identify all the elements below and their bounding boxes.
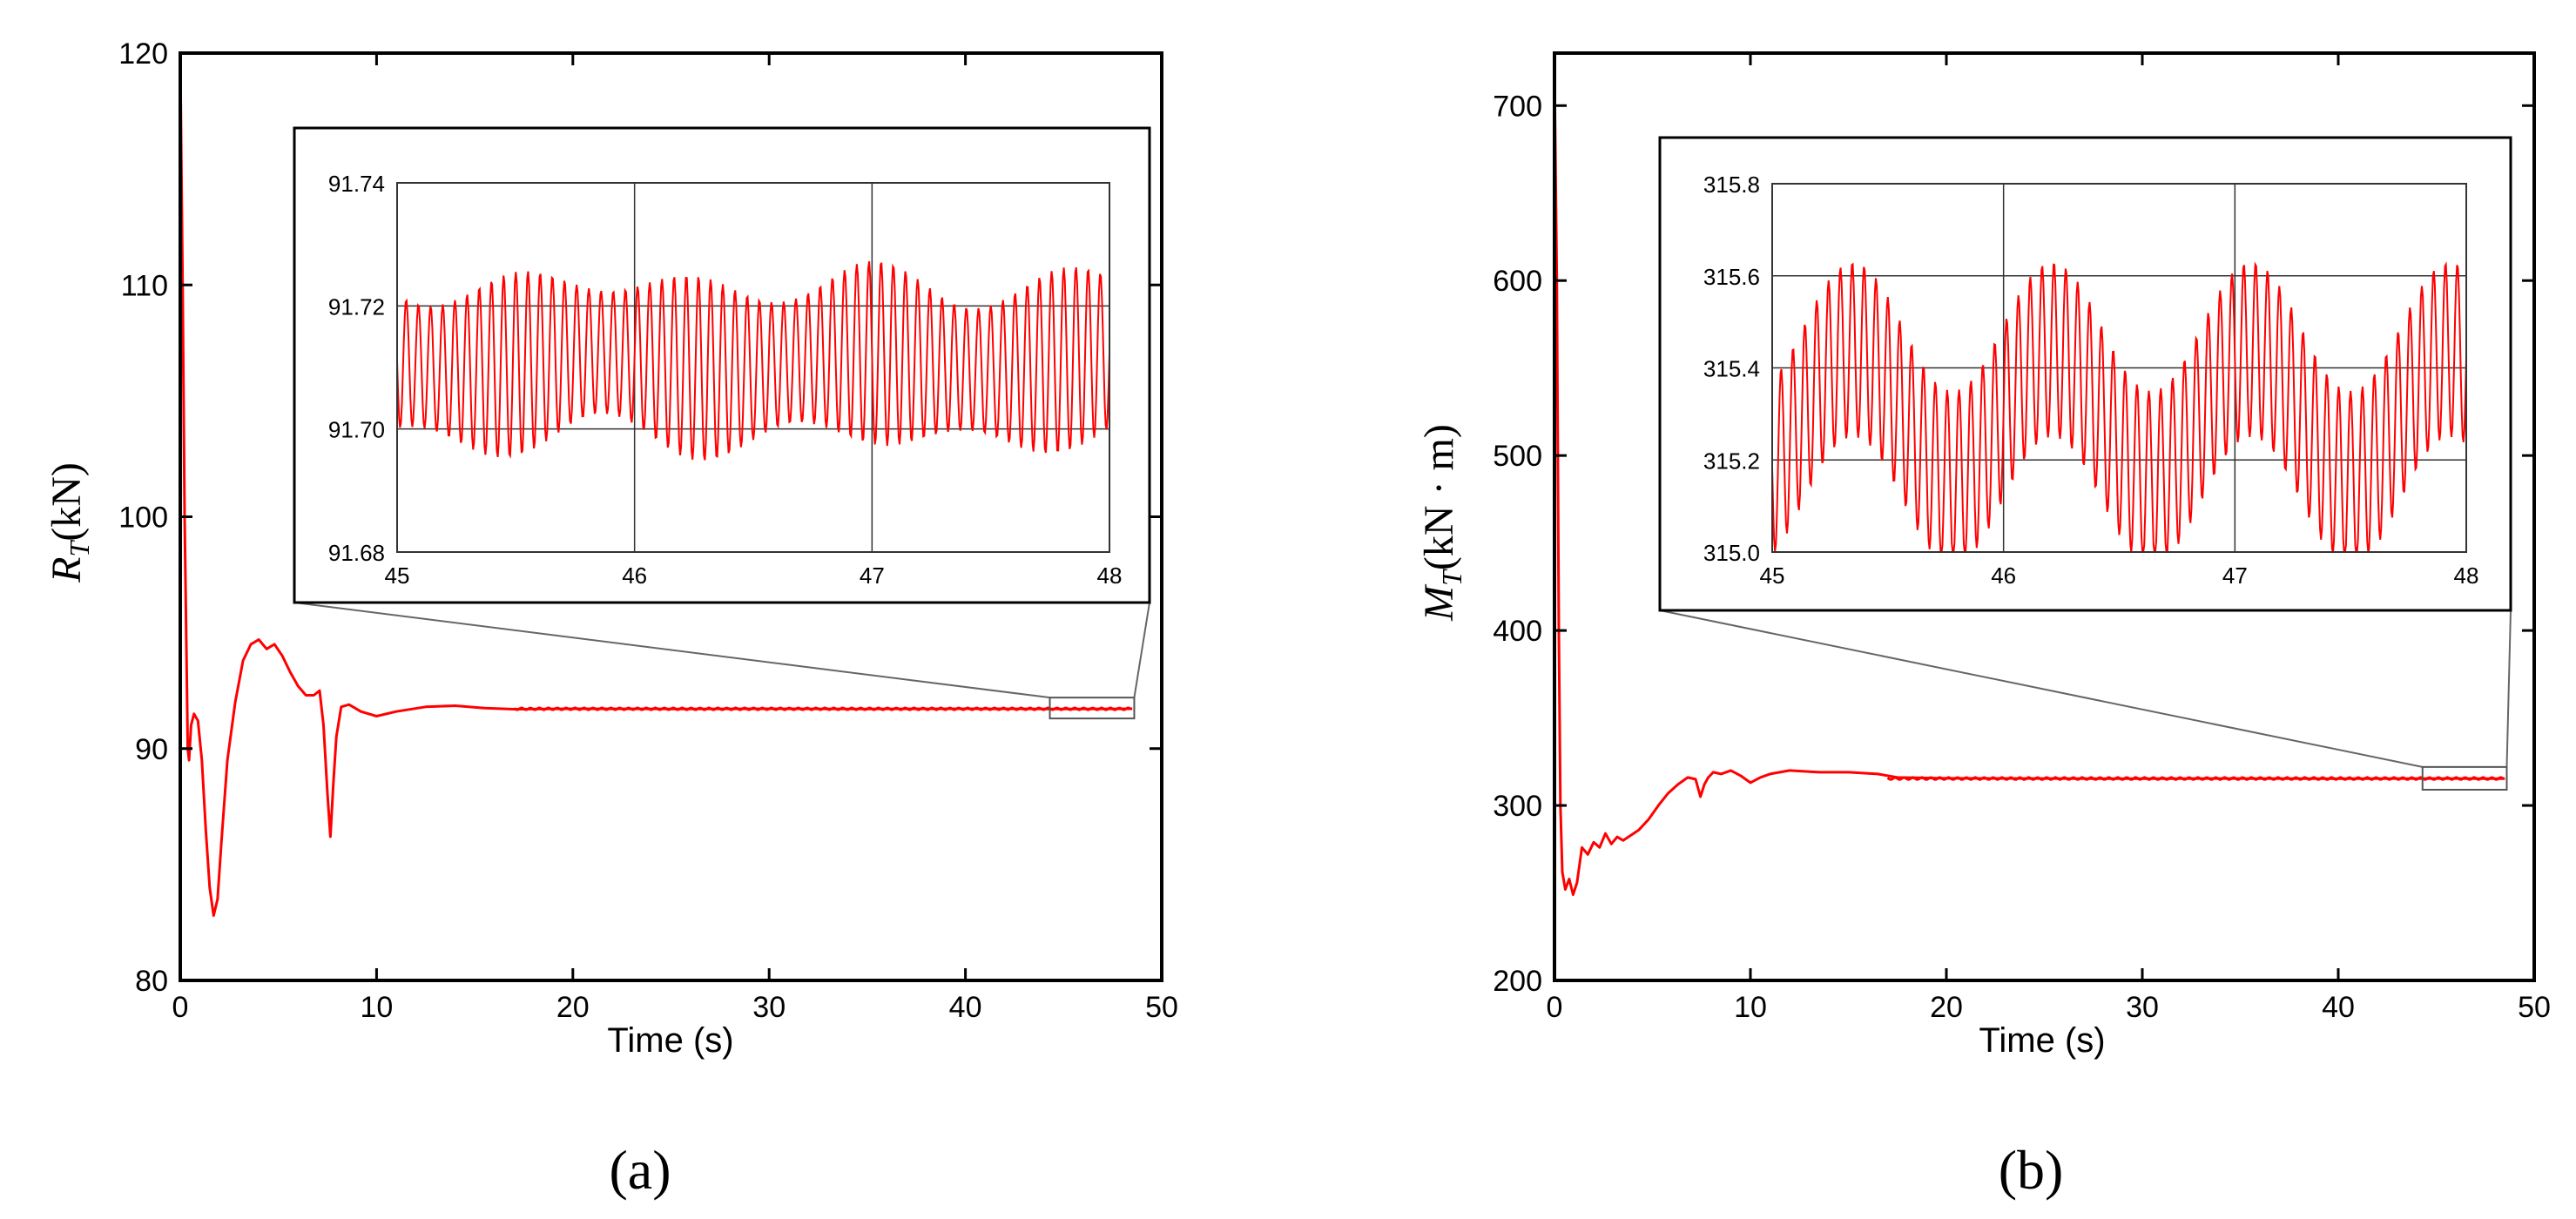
chart-a-xtick-label: 0	[172, 991, 189, 1024]
chart-b-inset-plot: 45 46 47 48 315.0 315.2 315.4 315.6 315.8	[1658, 136, 2512, 612]
chart-a-xtick-label: 10	[360, 991, 393, 1024]
chart-b-inset-panel	[1658, 136, 2512, 612]
chart-b-inset-xtick-label: 46	[1991, 562, 2016, 589]
chart-b-zoom-box	[2421, 765, 2508, 791]
chart-a-inset-xtick-label: 45	[385, 562, 410, 589]
chart-a-xlabel: Time (s)	[607, 1021, 733, 1060]
chart-a-ytick-label: 120	[118, 37, 168, 71]
chart-b-inset-series-line	[1771, 261, 2467, 553]
chart-b-inset-ytick-label: 315.6	[1703, 264, 1760, 290]
chart-b-ylabel-unit: (kN · m)	[1416, 424, 1462, 570]
chart-b-xlabel: Time (s)	[1979, 1021, 2105, 1060]
chart-a-inset-ytick-label: 91.74	[328, 171, 385, 197]
chart-b-xtick-label: 0	[1547, 991, 1563, 1024]
chart-a-ylabel-subscript: T	[64, 540, 95, 557]
chart-a-xtick-label: 30	[752, 991, 786, 1024]
chart-a-inset-ytick-label: 91.72	[328, 293, 385, 320]
chart-a-xtick-label: 50	[1145, 991, 1178, 1024]
chart-b-inset-xtick-label: 47	[2222, 562, 2248, 589]
chart-a-inset-ytick-label: 91.70	[328, 417, 385, 443]
chart-a-inset-plot: 45 46 47 48 91.68 91.70 91.72 91.74	[293, 126, 1151, 604]
chart-b-main-plot: 0 10 20 30 40 50 200 300 400 500 600 700	[1493, 51, 2551, 1024]
chart-b-series-line	[1553, 71, 2505, 896]
chart-b-ytick-label: 600	[1493, 265, 1542, 298]
chart-b-xtick-label: 20	[1930, 991, 1963, 1024]
chart-a-ylabel-symbol: R	[44, 557, 90, 583]
chart-a-zoom-connector-right	[1133, 602, 1150, 698]
chart-b-inset-ytick-label: 315.0	[1703, 540, 1760, 566]
chart-b-inset-xtick-label: 45	[1760, 562, 1785, 589]
chart-b-ylabel-symbol: M	[1416, 583, 1462, 622]
chart-a-steady-ripple	[513, 706, 1132, 711]
chart-a-ylabel: RT(kN)	[44, 462, 95, 583]
chart-a-inset-xtick-label: 48	[1097, 562, 1123, 589]
chart-a-inset-xtick-label: 47	[860, 562, 885, 589]
chart-b-ytick-label: 500	[1493, 440, 1542, 473]
chart-b-inset-ytick-label: 315.2	[1703, 448, 1760, 474]
chart-b-ytick-label: 200	[1493, 965, 1542, 998]
chart-b-inset-frame	[1771, 183, 2467, 553]
chart-a-zoom-connector-left	[293, 602, 1050, 699]
chart-a-inset-ytick-label: 91.68	[328, 540, 385, 566]
chart-a-ytick-label: 100	[118, 502, 168, 535]
chart-a-ylabel-unit: (kN)	[44, 462, 90, 542]
chart-a-panel-label: (a)	[609, 1139, 671, 1201]
chart-b-ylabel-subscript: T	[1436, 569, 1467, 586]
chart-a-ytick-label: 90	[135, 733, 168, 766]
chart-b-inset-xtick-label: 48	[2454, 562, 2479, 589]
chart-a-series-line	[179, 52, 1133, 917]
chart-b-ylabel: MT(kN · m)	[1416, 424, 1467, 622]
chart-a-inset-frame	[396, 182, 1110, 553]
chart-a-inset-panel	[293, 126, 1151, 604]
chart-b-plot-frame	[1553, 51, 2536, 982]
chart-b-panel-label: (b)	[1999, 1139, 2064, 1201]
chart-a-zoom-connectors	[293, 602, 1150, 699]
chart-b-xtick-label: 10	[1734, 991, 1767, 1024]
chart-b-zoom-connectors	[1659, 610, 2512, 768]
chart-b-ytick-label: 300	[1493, 790, 1542, 823]
chart-b: 0 10 20 30 40 50 200 300 400 500 600 700 45 46 47 48 31…	[1416, 51, 2551, 1201]
chart-a-ytick-label: 80	[135, 965, 168, 998]
chart-b-xtick-label: 40	[2322, 991, 2355, 1024]
chart-b-xtick-label: 30	[2126, 991, 2159, 1024]
chart-a-xtick-label: 20	[556, 991, 590, 1024]
chart-b-zoom-connector-right	[2505, 610, 2512, 767]
chart-b-zoom-connector-left	[1659, 610, 2423, 768]
chart-b-ytick-label: 700	[1493, 90, 1542, 123]
chart-a-inset-series-line	[396, 261, 1110, 461]
chart-a-main-plot: 0 10 20 30 40 50 80 90 100 110 120	[118, 37, 1178, 1024]
chart-b-inset-ytick-label: 315.4	[1703, 356, 1760, 382]
chart-a-xtick-label: 40	[949, 991, 982, 1024]
chart-b-steady-ripple	[1886, 776, 2505, 781]
chart-a: 0 10 20 30 40 50 80 90 100 110 120 45 46 47 48 91.68 91…	[44, 37, 1178, 1201]
chart-a-inset-xtick-label: 46	[622, 562, 647, 589]
chart-b-inset-ytick-label: 315.8	[1703, 172, 1760, 198]
chart-a-ytick-label: 110	[121, 269, 168, 302]
chart-b-ytick-label: 400	[1493, 615, 1542, 648]
chart-a-zoom-box	[1049, 697, 1136, 720]
chart-b-xtick-label: 50	[2518, 991, 2551, 1024]
